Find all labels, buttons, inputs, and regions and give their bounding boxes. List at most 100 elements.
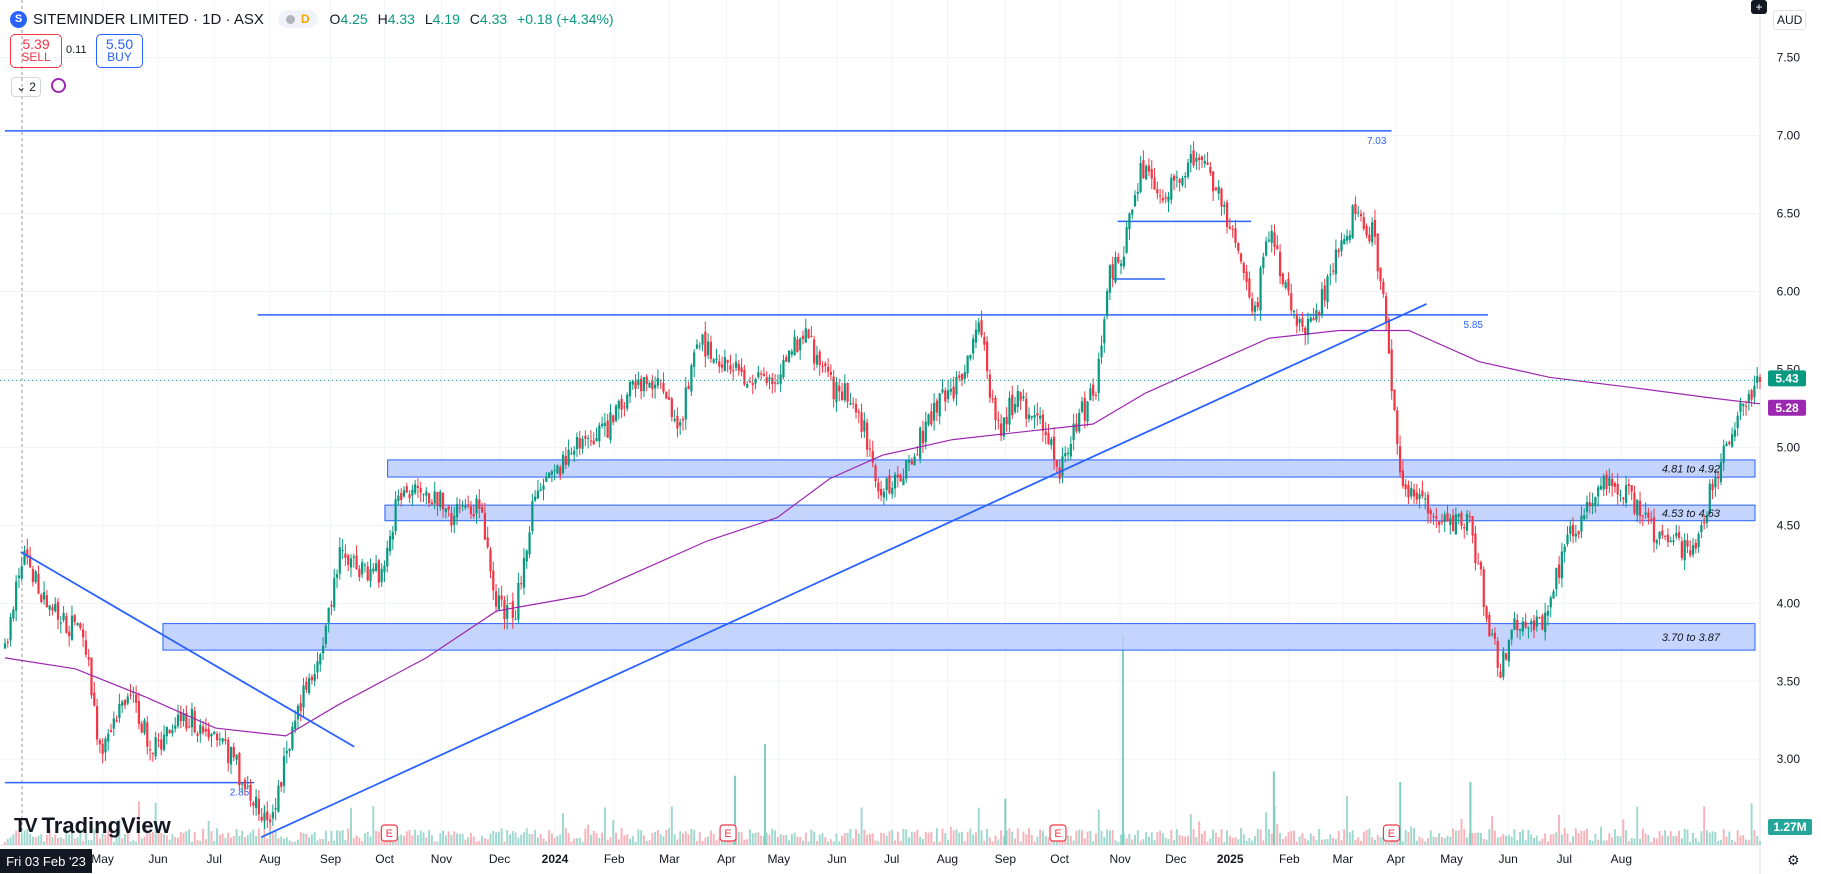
candle-body [1460,512,1463,526]
sell-button[interactable]: 5.39 SELL [10,34,62,68]
time-tick-label: Dec [1165,852,1186,866]
volume-bar [82,840,85,845]
trend-lines[interactable] [20,303,1427,839]
candle-body [1446,512,1449,522]
candle-body [1340,240,1343,251]
volume-bar [1334,839,1337,845]
candle-body [1742,403,1745,407]
gear-icon[interactable]: ⚙ [1787,852,1800,868]
candle-body [567,449,570,465]
volume-bar [751,833,754,845]
candle-body [768,377,771,380]
candle-body [1675,532,1678,537]
volume-bar [1739,836,1742,845]
volume-bar [1170,829,1173,845]
tradingview-logo[interactable]: TV TradingView [14,813,171,839]
volume-bar [1117,841,1120,845]
volume-bar [1111,830,1114,845]
candle-body [308,678,311,694]
volume-bar [1588,840,1591,845]
volume-bar [177,837,179,845]
volume-bar [1432,836,1435,845]
volume-bar [37,836,40,845]
volume-bar [313,832,316,845]
symbol-header[interactable]: S SITEMINDER LIMITED · 1D · ASX D O4.25 … [10,6,620,32]
candle-body [734,361,738,368]
candle-body [1142,160,1145,179]
volume-bar [1016,828,1019,845]
volume-bar [333,840,336,845]
candle-body [1611,478,1614,487]
volume-bar [414,829,417,845]
candle-body [1312,318,1315,321]
candle-body [1560,551,1564,579]
indicators-toggle-button[interactable]: ⌄ 2 [11,77,41,97]
volume-bar [182,832,185,845]
volume-bar [1421,838,1424,845]
candle-body [648,382,651,388]
candle-body [455,504,459,518]
candle-body [352,556,355,558]
candle-body [690,365,693,392]
time-axis[interactable]: May Jun Jul Aug Sep Oct Nov Dec 2024 Feb Mar Apr May… [91,852,1632,866]
indicator-refresh-icon[interactable] [51,78,66,93]
symbol-title[interactable]: SITEMINDER LIMITED · 1D · ASX [33,10,264,28]
volume-bar [1622,819,1625,845]
candle-body [623,406,626,408]
volume-bar [1689,841,1692,845]
candle-body [260,816,263,821]
candle-body [840,391,844,401]
volume-bar [1044,836,1047,845]
volume-bar [1664,830,1667,845]
volume-bar [241,830,244,845]
candle-body [1390,349,1393,392]
candle-body [737,363,740,371]
volume-bar [1527,829,1530,845]
candle-body [310,676,314,681]
volume-bar [1655,838,1658,845]
candle-body [246,785,249,787]
candle-body [224,739,227,741]
volume-bar [104,835,107,845]
volume-bar [1251,840,1254,845]
volume-bar [963,841,966,845]
volume-bar [68,834,71,845]
candle-body [1242,263,1245,274]
volume-bar [1480,833,1482,845]
price-axis[interactable]: 3.003.504.004.505.005.506.006.507.007.50 [1777,51,1801,767]
candle-body [1627,484,1630,487]
zone-label: 4.81 to 4.92 [1662,463,1720,475]
volume-bar [821,833,824,845]
candle-body [1237,242,1240,251]
volume-bar [394,841,397,845]
volume-bar [882,833,885,845]
volume-bar [1332,837,1335,845]
add-plus-icon[interactable]: + [1751,0,1767,14]
buy-button[interactable]: 5.50 BUY [96,34,143,68]
currency-selector[interactable]: AUD [1773,10,1807,30]
candle-body [1630,485,1633,492]
volume-bar [366,831,369,845]
candle-body [338,547,341,574]
session-status[interactable]: D [277,10,318,28]
support-zones[interactable] [162,459,1756,651]
candle-body [656,378,660,386]
candle-body [1616,483,1619,495]
candle-body [1206,162,1209,165]
candle-body [274,808,277,810]
volume-bar [190,841,193,845]
horizontal-lines[interactable]: 7.03 5.85 2.85 [5,130,1488,799]
candle-body [1538,617,1541,619]
candle-body [433,491,436,504]
volume-bar [626,834,629,845]
candle-body [1739,402,1742,412]
candle-body [1647,512,1650,518]
volume-bar [1639,838,1641,845]
candle-body [238,752,241,786]
candle-body [361,562,364,575]
candle-body [15,581,18,611]
candle-body [271,812,274,819]
candle-body [1304,327,1307,336]
